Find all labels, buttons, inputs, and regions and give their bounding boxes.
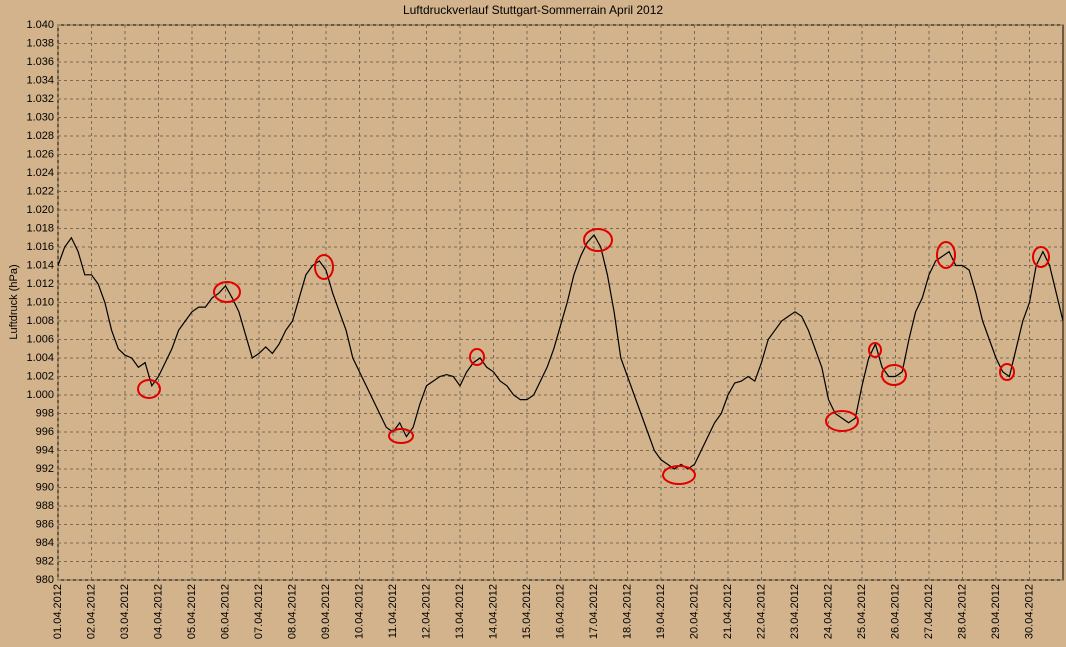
red-circle: [825, 410, 859, 432]
x-tick-label: 08.04.2012: [286, 584, 298, 639]
x-tick-label: 04.04.2012: [152, 584, 164, 639]
red-circle: [469, 348, 485, 366]
y-tick-label: 982: [36, 555, 54, 567]
y-tick-label: 984: [36, 537, 54, 549]
x-tick-label: 19.04.2012: [655, 584, 667, 639]
y-tick-label: 992: [36, 463, 54, 475]
red-circle: [314, 254, 334, 280]
y-tick-label: 1.036: [26, 56, 54, 68]
x-tick-label: 28.04.2012: [956, 584, 968, 639]
y-axis-label: Luftdruck (hPa): [8, 264, 20, 339]
x-tick-label: 26.04.2012: [889, 584, 901, 639]
plot-layer: 980 982 984 986 988 990 992 994 996 998 1.000 1.002…: [26, 19, 1064, 639]
annotations: [137, 228, 1050, 485]
y-tick-label: 994: [36, 444, 54, 456]
red-circle: [213, 281, 241, 303]
red-circle: [1032, 246, 1050, 268]
y-tick-label: 988: [36, 500, 54, 512]
x-tick-label: 18.04.2012: [621, 584, 633, 639]
y-tick-label: 1.018: [26, 222, 54, 234]
x-tick-label: 11.04.2012: [387, 584, 399, 638]
x-tick-label: 16.04.2012: [554, 584, 566, 639]
y-tick-label: 998: [36, 407, 54, 419]
x-tick-label: 29.04.2012: [990, 584, 1002, 639]
x-tick-label: 25.04.2012: [856, 584, 868, 639]
x-tick-label: 22.04.2012: [755, 584, 767, 639]
y-tick-label: 1.000: [26, 389, 54, 401]
x-tick-label: 05.04.2012: [186, 584, 198, 639]
x-tick-label: 13.04.2012: [454, 584, 466, 639]
y-tick-label: 1.008: [26, 315, 54, 327]
red-circle: [583, 228, 613, 252]
y-tick-label: 980: [36, 574, 54, 586]
x-tick-label: 30.04.2012: [1023, 584, 1035, 639]
red-circle: [881, 364, 907, 386]
x-tick-label: 17.04.2012: [588, 584, 600, 639]
y-tick-label: 1.034: [26, 74, 54, 86]
y-tick-label: 1.028: [26, 130, 54, 142]
y-tick-label: 1.030: [26, 111, 54, 123]
y-tick-label: 1.038: [26, 37, 54, 49]
y-tick-label: 1.032: [26, 93, 54, 105]
red-circle: [662, 465, 696, 485]
x-tick-label: 14.04.2012: [487, 584, 499, 639]
x-tick-label: 09.04.2012: [320, 584, 332, 639]
y-tick-label: 1.026: [26, 148, 54, 160]
x-tick-label: 02.04.2012: [85, 584, 97, 639]
x-tick-label: 01.04.2012: [52, 584, 64, 639]
x-tick-label: 20.04.2012: [688, 584, 700, 639]
y-tick-label: 1.040: [26, 19, 54, 31]
x-tick-label: 12.04.2012: [420, 584, 432, 639]
y-tick-label: 1.006: [26, 333, 54, 345]
x-tick-label: 27.04.2012: [923, 584, 935, 639]
red-circle: [868, 342, 882, 358]
x-tick-label: 03.04.2012: [119, 584, 131, 639]
y-tick-label: 1.014: [26, 259, 54, 271]
red-circle: [388, 428, 414, 444]
x-tick-label: 15.04.2012: [521, 584, 533, 639]
red-circle: [936, 241, 956, 269]
chart-title: Luftdruckverlauf Stuttgart-Sommerrain Ap…: [403, 3, 663, 17]
y-tick-label: 1.002: [26, 370, 54, 382]
x-tick-label: 23.04.2012: [789, 584, 801, 639]
x-tick-label: 07.04.2012: [253, 584, 265, 639]
y-tick-label: 996: [36, 426, 54, 438]
y-tick-label: 1.024: [26, 167, 54, 179]
x-tick-label: 10.04.2012: [353, 584, 365, 639]
pressure-line: [57, 233, 1064, 470]
y-tick-label: 1.012: [26, 278, 54, 290]
red-circle: [999, 363, 1015, 381]
x-tick-label: 06.04.2012: [219, 584, 231, 639]
y-tick-label: 1.004: [26, 352, 54, 364]
x-tick-label: 21.04.2012: [722, 584, 734, 639]
y-tick-label: 1.020: [26, 204, 54, 216]
y-tick-label: 1.016: [26, 241, 54, 253]
y-tick-label: 1.010: [26, 296, 54, 308]
red-circle: [137, 379, 161, 399]
y-tick-label: 1.022: [26, 185, 54, 197]
x-tick-label: 24.04.2012: [822, 584, 834, 639]
y-tick-label: 990: [36, 481, 54, 493]
y-tick-label: 986: [36, 518, 54, 530]
